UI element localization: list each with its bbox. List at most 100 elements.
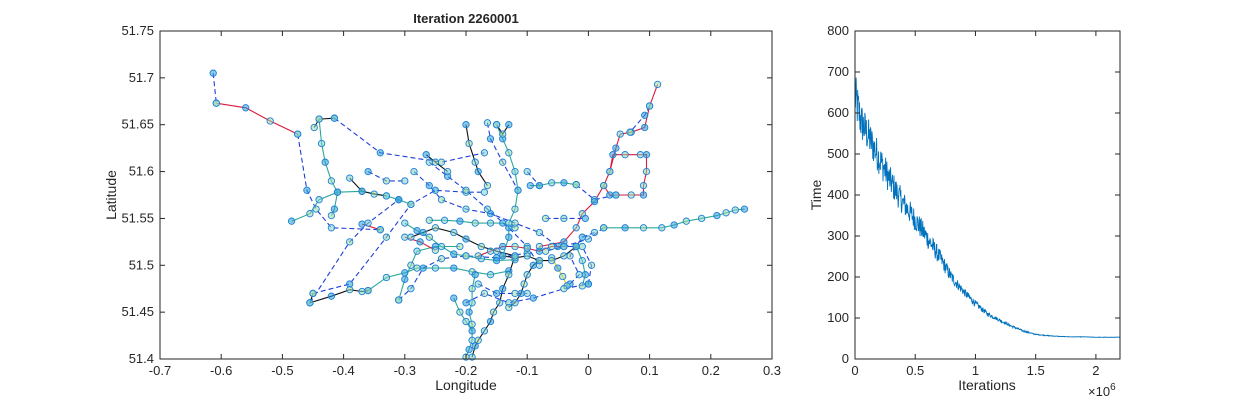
map-station-point [437, 196, 446, 204]
map-station-point [526, 181, 534, 190]
map-station-point [407, 200, 415, 209]
map-station-point [450, 250, 458, 258]
map-station-point [471, 158, 479, 166]
map-station-point [496, 299, 504, 307]
map-station-point [474, 336, 482, 344]
map-station-point [697, 214, 706, 223]
map-station-point [606, 191, 614, 199]
map-station-point [616, 130, 624, 138]
map-station-point [505, 233, 513, 241]
map-ylabel: Latitude [103, 170, 119, 220]
map-station-point [505, 271, 513, 279]
map-station-point [462, 299, 470, 307]
map-station-point [395, 296, 403, 304]
time-plot-area [854, 71, 1120, 339]
map-station-point [306, 210, 314, 218]
map-route-line [349, 177, 387, 197]
map-station-point [382, 273, 391, 282]
map-station-point [303, 186, 311, 194]
map-station-point [468, 327, 476, 335]
map-station-point [462, 317, 470, 326]
map-station-point [584, 235, 593, 243]
map-station-point [578, 282, 586, 290]
map-title: Iteration 2260001 [413, 11, 519, 26]
map-station-point [575, 271, 583, 279]
time-ylabel: Time [808, 179, 824, 210]
map-station-point [242, 104, 250, 112]
map-station-point [523, 244, 531, 253]
map-station-point [450, 228, 458, 237]
map-station-point [578, 256, 586, 265]
map-station-point [440, 216, 449, 224]
map-station-point [517, 289, 525, 298]
map-station-point [456, 242, 464, 251]
map-station-point [413, 226, 421, 235]
map-station-point [401, 219, 409, 227]
map-route-line [477, 283, 528, 294]
map-station-point [450, 294, 458, 302]
map-station-point [410, 167, 418, 176]
map-ytick-label: 51.55 [121, 210, 154, 225]
map-station-point [505, 149, 513, 157]
map-station-point [431, 186, 440, 194]
time-ytick-label: 0 [842, 351, 849, 366]
map-station-point [425, 216, 433, 224]
map-station-point [358, 220, 366, 228]
map-station-point [419, 264, 427, 272]
map-station-point [477, 242, 485, 251]
map-xlabel: Longitude [435, 377, 497, 393]
map-station-point [425, 158, 433, 166]
map-station-point [471, 271, 479, 279]
map-station-point [407, 261, 415, 269]
map-route-line [551, 257, 568, 287]
map-station-point [407, 285, 415, 293]
map-station-point [401, 233, 409, 241]
map-station-point [382, 177, 391, 185]
map-station-point [639, 181, 648, 190]
map-station-point [443, 167, 452, 176]
time-chart: 0 0.5 1 1.5 2 0 100 200 300 400 500 600 700 800 Iter… [808, 23, 1121, 399]
map-station-point [364, 219, 372, 227]
map-route-line [575, 246, 586, 287]
map-station-point [376, 226, 384, 234]
time-ytick-label: 500 [827, 146, 849, 161]
map-route-line [334, 117, 485, 163]
map-station-point [327, 292, 336, 300]
map-station-point [431, 246, 440, 254]
map-station-point [431, 264, 440, 272]
map-station-point [437, 255, 446, 263]
map-station-point [523, 289, 531, 298]
map-station-point [376, 149, 384, 157]
map-station-point [492, 121, 501, 129]
map-station-point [486, 219, 495, 227]
map-station-point [266, 117, 274, 125]
map-station-point [600, 181, 608, 190]
map-station-point [474, 252, 482, 260]
map-station-point [499, 242, 507, 251]
map-station-point [642, 151, 651, 159]
map-station-point [682, 217, 690, 225]
map-station-point [465, 345, 473, 354]
map-xtick-label: -0.3 [394, 363, 416, 378]
map-station-point [413, 247, 421, 255]
map-station-point [740, 205, 749, 213]
map-station-point [358, 187, 366, 195]
map-route-line [539, 84, 659, 248]
map-station-point [520, 280, 528, 288]
map-station-point [641, 123, 649, 132]
map-station-point [486, 135, 495, 143]
map-station-point [489, 308, 498, 316]
map-station-point [581, 271, 589, 279]
map-station-point [431, 224, 440, 232]
map-ytick-label: 51.65 [121, 117, 154, 132]
time-xtick-label: 1.5 [1027, 363, 1045, 378]
map-xtick-label: 0.1 [641, 363, 659, 378]
map-station-point [370, 190, 378, 198]
map-station-point [621, 151, 629, 159]
map-station-point [548, 256, 556, 265]
map-station-point [471, 342, 479, 350]
map-station-point [456, 308, 464, 316]
map-station-point [401, 275, 409, 283]
map-station-point [486, 317, 495, 326]
map-station-point [462, 252, 470, 260]
